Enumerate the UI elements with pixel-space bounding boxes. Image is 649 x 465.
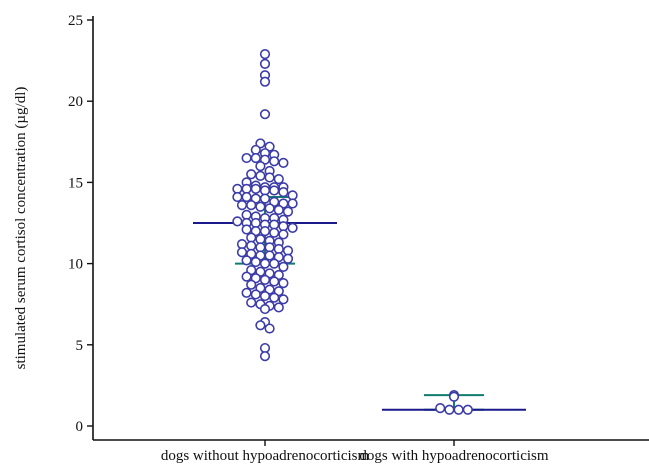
data-point [453, 404, 464, 415]
data-point [278, 157, 289, 169]
data-point [232, 216, 243, 227]
data-point [448, 391, 460, 402]
data-point [264, 323, 275, 334]
data-point [241, 183, 252, 194]
y-tick-label: 5 [76, 338, 84, 354]
y-tick-label: 25 [68, 13, 83, 29]
data-point [255, 320, 266, 331]
data-point [273, 243, 284, 255]
data-point [259, 49, 271, 60]
data-point [246, 200, 257, 211]
y-tick-label: 20 [68, 94, 83, 110]
y-ticks: 0 5 10 15 20 25 [68, 13, 93, 435]
data-point [255, 242, 266, 253]
data-point [278, 261, 289, 272]
data-point [255, 201, 266, 212]
data-point [278, 229, 289, 240]
data-point [236, 239, 248, 250]
data-point [282, 206, 294, 217]
data-point [282, 253, 294, 264]
data-point [232, 191, 243, 203]
data-point [259, 76, 271, 87]
y-axis-title: stimulated serum cortisol concentration … [13, 87, 29, 370]
data-point [259, 185, 271, 196]
data-point [259, 258, 271, 269]
data-point [269, 219, 280, 230]
data-point [232, 183, 243, 194]
x-category-label: dogs with hypoadrenocorticism [359, 448, 548, 464]
y-tick-label: 10 [68, 257, 83, 273]
data-point [236, 247, 248, 258]
data-point [287, 222, 298, 233]
data-point [250, 144, 261, 156]
data-point [264, 172, 275, 183]
data-point [246, 169, 257, 180]
data-point [435, 403, 446, 414]
data-point [273, 204, 284, 216]
data-point [278, 277, 289, 289]
data-point [269, 227, 280, 238]
data-point [246, 297, 257, 308]
data-point [259, 109, 271, 120]
data-point [269, 156, 280, 167]
data-point [250, 152, 261, 164]
data-point [259, 290, 271, 302]
data-point [462, 404, 473, 415]
data-point [282, 245, 294, 256]
data-point [273, 302, 284, 313]
data-point [259, 274, 271, 285]
data-point [241, 255, 252, 266]
data-point [241, 191, 252, 203]
data-point [269, 258, 280, 269]
x-category-label: dogs without hypoadrenocorticism [161, 448, 370, 464]
data-point [273, 174, 284, 185]
data-point [241, 209, 252, 220]
data-point [264, 250, 275, 261]
data-point [250, 256, 261, 268]
data-point [241, 224, 252, 235]
axes [92, 16, 649, 441]
data-point [250, 289, 261, 300]
data-point [287, 198, 298, 209]
data-point [444, 404, 455, 415]
data-point [255, 161, 266, 172]
data-point [278, 221, 289, 232]
data-point [264, 203, 275, 214]
data-point [259, 351, 271, 362]
data-point [259, 226, 271, 237]
data-point [241, 152, 252, 164]
data-point [250, 183, 261, 194]
data-point [269, 292, 280, 303]
data-point [259, 193, 271, 204]
data-point [255, 234, 266, 245]
data-point [269, 185, 280, 196]
data-point [241, 287, 252, 298]
data-point [246, 279, 257, 290]
y-tick-label: 0 [76, 419, 84, 435]
data-point [269, 276, 280, 287]
data-point [246, 240, 257, 251]
data-point [278, 187, 289, 198]
data-point [259, 342, 271, 354]
data-point [259, 303, 271, 315]
y-tick-label: 15 [68, 175, 83, 191]
data-point [246, 232, 257, 243]
data-point [278, 294, 289, 305]
data-point [255, 170, 266, 182]
data-point [264, 242, 275, 253]
data-point [259, 58, 271, 69]
data-point [250, 217, 261, 229]
data-points [232, 49, 473, 415]
data-point [241, 271, 252, 282]
data-point [236, 200, 248, 211]
data-point [287, 190, 298, 201]
